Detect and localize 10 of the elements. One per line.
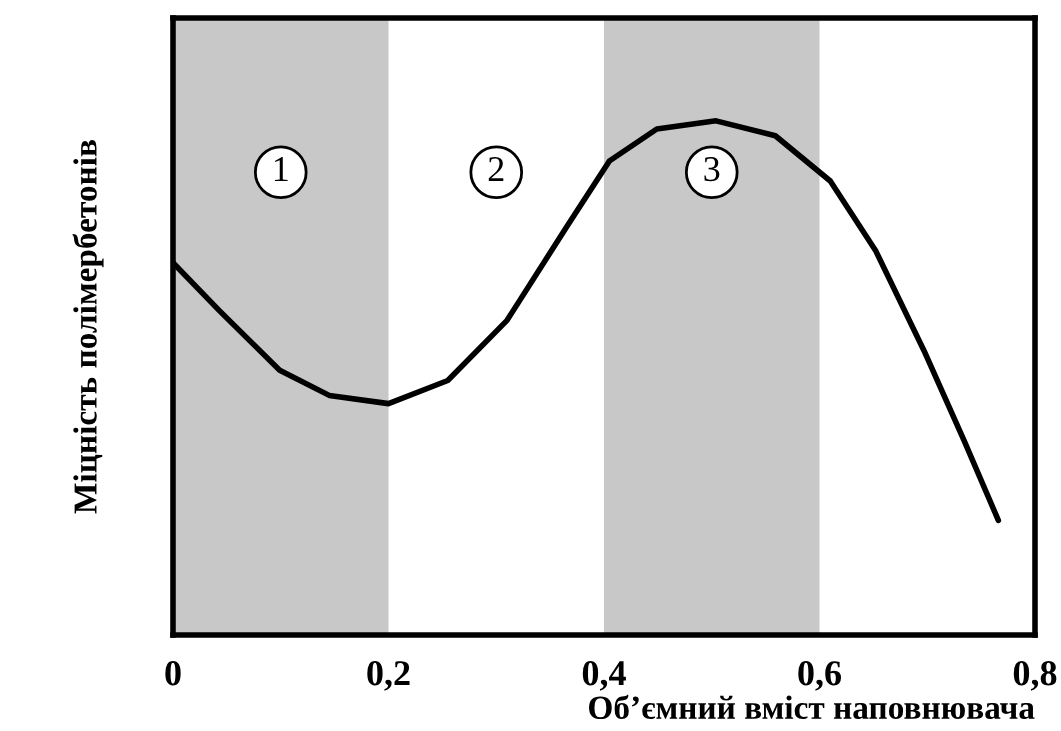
x-tick-label: 0,4 (582, 661, 626, 691)
x-axis-title: Об’ємний вміст наповнювача (589, 694, 1035, 719)
band-label: 3 (704, 157, 720, 182)
y-axis-title: Міцність полімербетонів (72, 140, 104, 514)
x-tick-label: 0 (165, 661, 181, 686)
annotation: 2 (488, 157, 504, 181)
x-tick-label: 0,6 (798, 661, 842, 691)
x-tick-label: 0,8 (1013, 661, 1057, 691)
x-tick-label: 0,2 (367, 661, 410, 691)
band-label: 1 (274, 157, 288, 181)
